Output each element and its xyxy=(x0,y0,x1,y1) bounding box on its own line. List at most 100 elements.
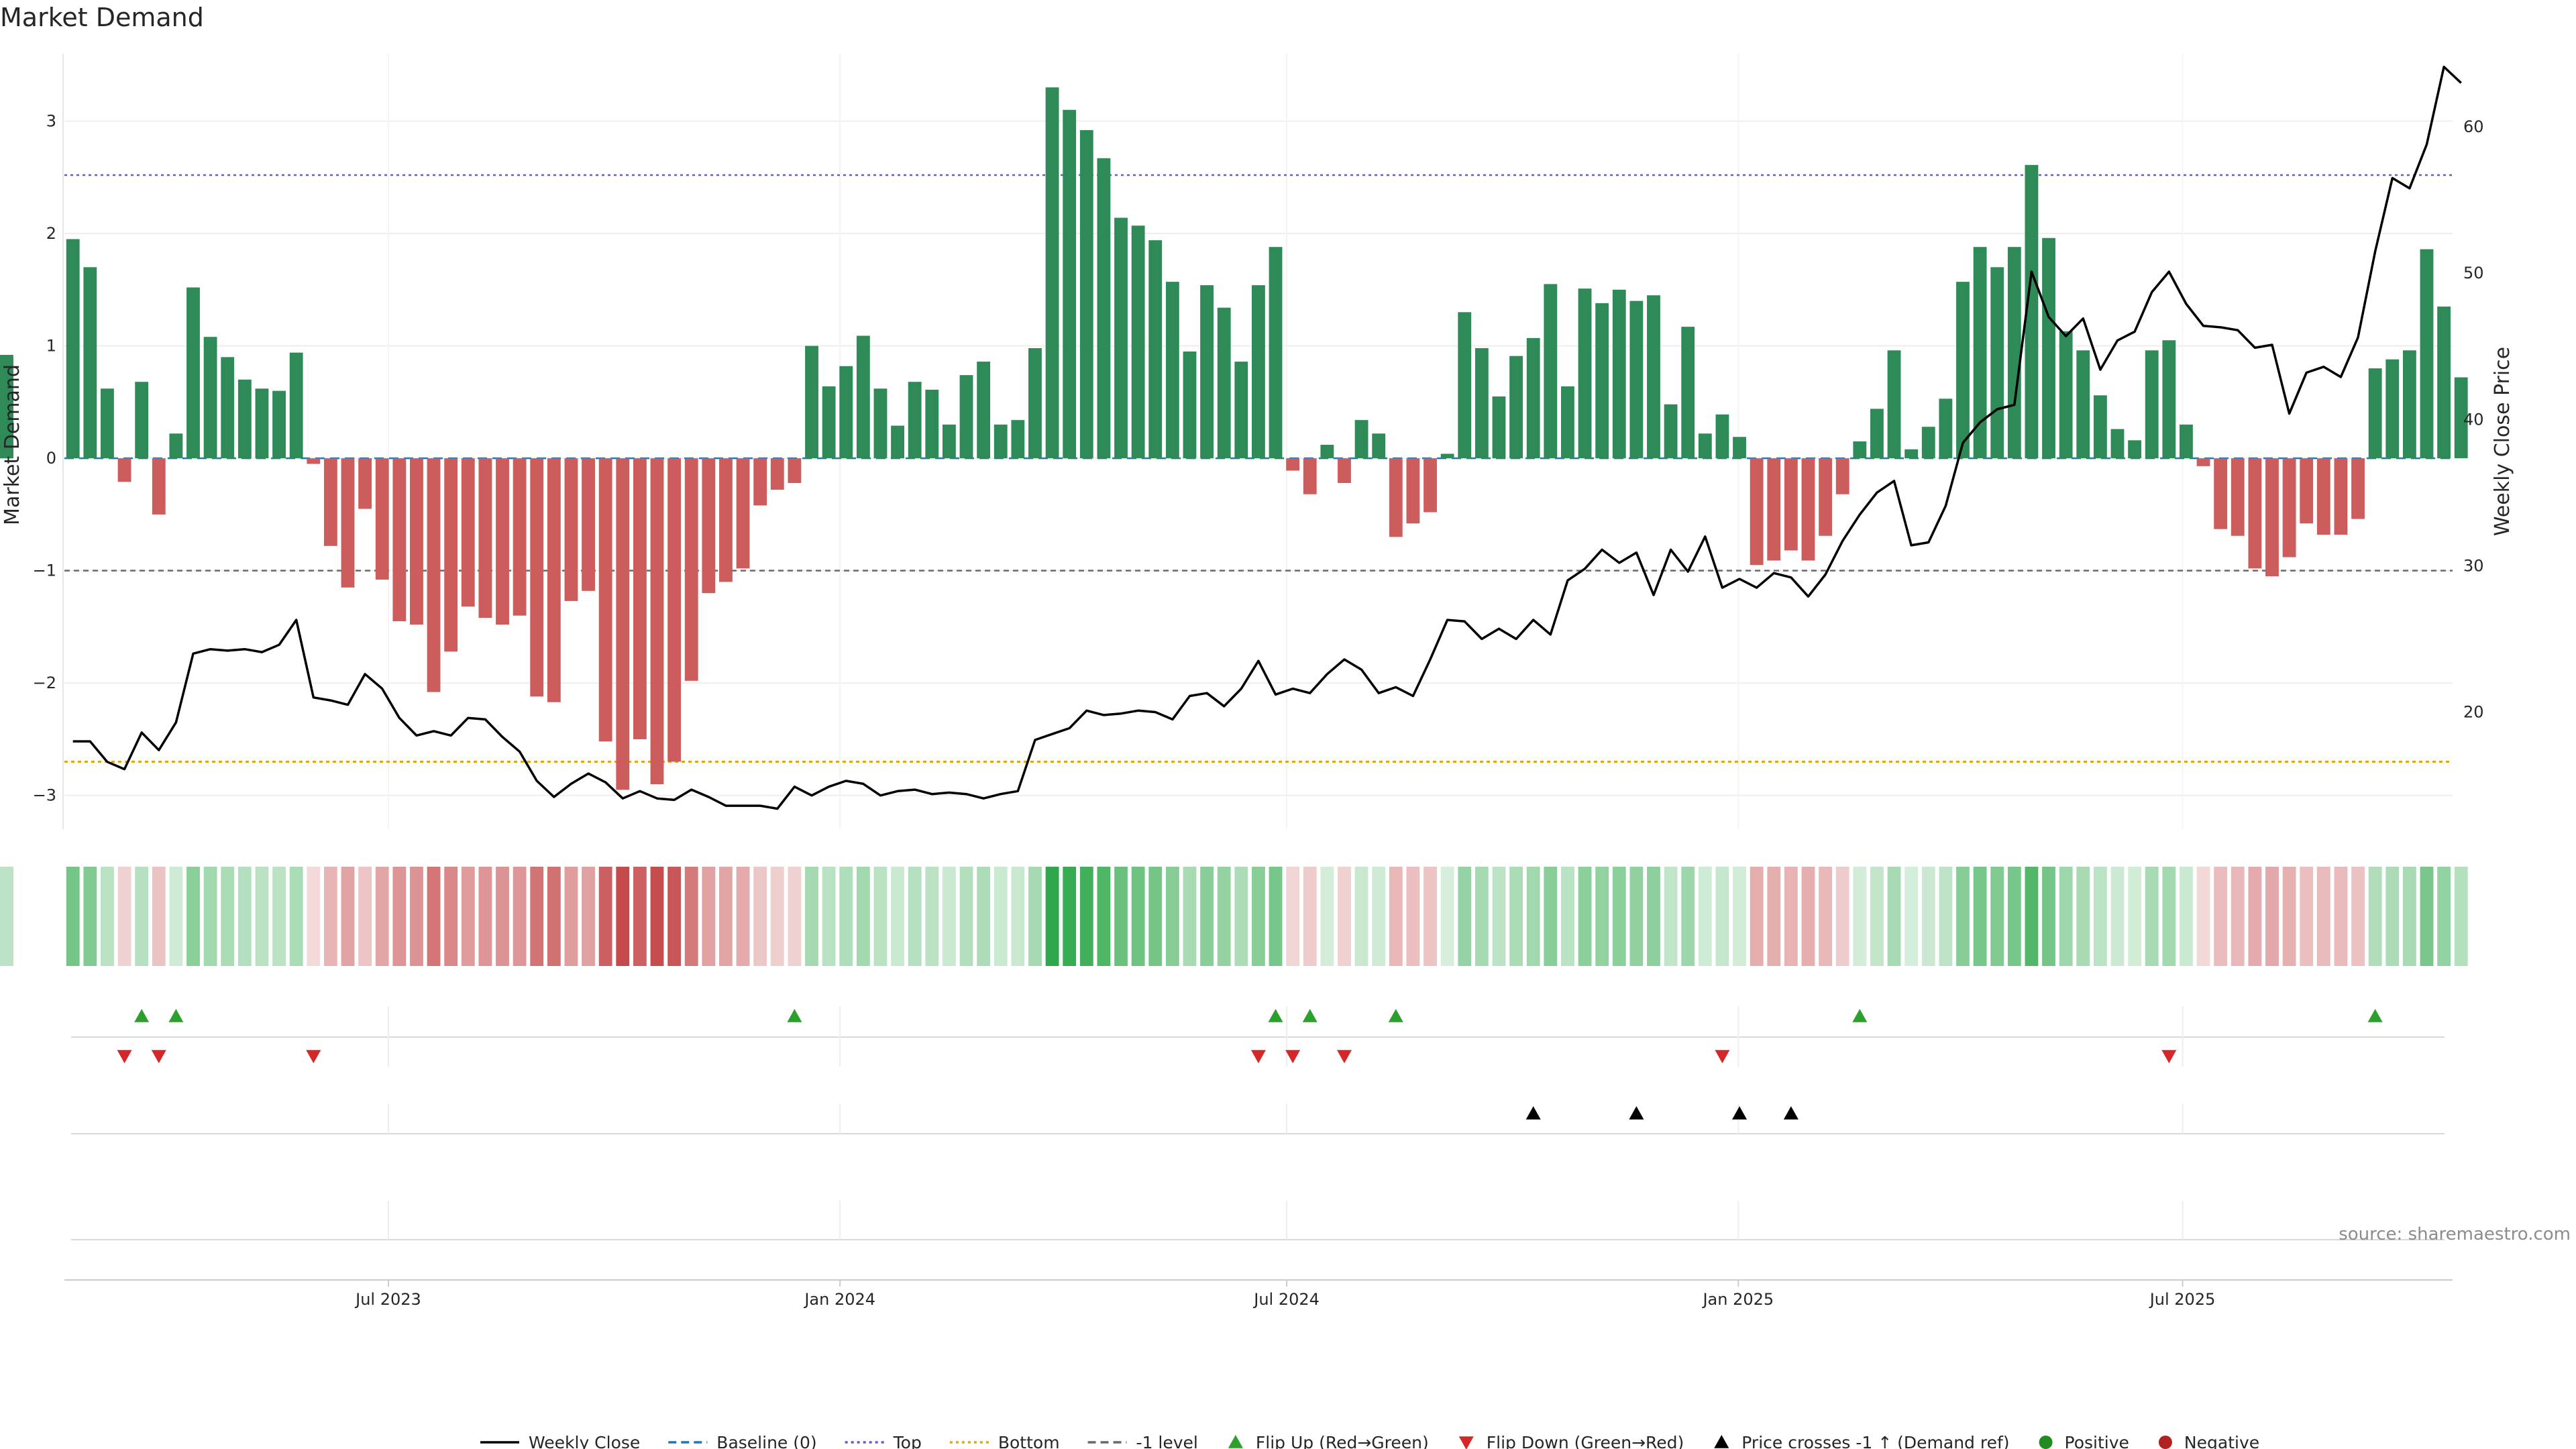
demand-bar xyxy=(1320,445,1334,459)
demand-bar xyxy=(237,379,252,459)
heat-cell xyxy=(1234,867,1248,966)
heat-cell xyxy=(530,867,544,966)
demand-bar xyxy=(1647,295,1660,459)
heat-cell xyxy=(1509,867,1523,966)
heat-cell xyxy=(1217,867,1231,966)
heat-cell xyxy=(1664,867,1678,966)
demand-bars xyxy=(0,87,2468,790)
weekly-close-line xyxy=(72,65,2462,810)
demand-bar xyxy=(2093,395,2107,459)
flip-up-marker xyxy=(1388,1009,1403,1022)
heat-cell xyxy=(444,867,458,966)
heat-cell xyxy=(891,867,904,966)
legend-item: Positive xyxy=(2039,1433,2129,1449)
price-cross-marker xyxy=(1525,1106,1541,1120)
demand-bar xyxy=(1578,288,1592,459)
legend-item: Price crosses -1 ↑ (Demand ref) xyxy=(1714,1433,2010,1449)
heat-cell xyxy=(684,867,698,966)
heat-cell xyxy=(2145,867,2159,966)
demand-bar xyxy=(1234,362,1248,459)
demand-bar xyxy=(1595,303,1609,459)
demand-bar xyxy=(684,458,698,681)
demand-bar xyxy=(2180,424,2193,459)
demand-bar xyxy=(0,396,13,459)
heat-cell xyxy=(1733,867,1746,966)
price-cross-marker xyxy=(1629,1106,1644,1120)
legend-label: Top xyxy=(893,1433,922,1449)
demand-bar xyxy=(2437,306,2451,459)
heat-cell xyxy=(788,867,802,966)
demand-bar xyxy=(1389,458,1403,537)
demand-bar xyxy=(1921,427,1935,459)
heat-cell xyxy=(2076,867,2090,966)
demand-bar xyxy=(1870,409,1884,459)
demand-bar xyxy=(1286,458,1300,471)
heat-cell xyxy=(1544,867,1558,966)
demand-bar xyxy=(169,433,183,459)
heat-cell xyxy=(1819,867,1833,966)
legend-item: Flip Up (Red→Green) xyxy=(1228,1433,1429,1449)
demand-bar xyxy=(2265,458,2279,577)
flip-up-marker xyxy=(2367,1009,2383,1022)
demand-bar xyxy=(2231,458,2245,536)
heat-cell xyxy=(392,867,407,966)
heat-cell xyxy=(461,867,475,966)
demand-bar xyxy=(2385,359,2400,459)
heat-cell xyxy=(341,867,355,966)
demand-bar xyxy=(1200,285,1214,459)
demand-bar xyxy=(873,388,888,459)
heat-cell xyxy=(2402,867,2416,966)
chart-title: Market Demand xyxy=(0,3,204,32)
demand-bar xyxy=(186,287,200,459)
demand-bar xyxy=(2196,458,2210,466)
flip-up-marker xyxy=(134,1009,150,1022)
demand-bar xyxy=(135,382,149,459)
heat-cell xyxy=(994,867,1008,966)
heat-cell xyxy=(410,867,423,966)
heat-cell xyxy=(1629,867,1644,966)
heat-cell xyxy=(0,867,13,966)
demand-bar xyxy=(255,388,269,459)
demand-bar xyxy=(2214,458,2228,529)
heat-cell xyxy=(117,867,131,966)
demand-bar xyxy=(1269,247,1283,459)
heat-cell xyxy=(2042,867,2055,966)
demand-bar xyxy=(2351,458,2365,519)
heat-cell xyxy=(805,867,818,966)
demand-bar xyxy=(1904,449,1919,459)
demand-bar xyxy=(444,458,458,652)
heat-cell xyxy=(1939,867,1953,966)
demand-bar xyxy=(1853,441,1867,459)
demand-bar xyxy=(2368,368,2382,459)
flip-up-marker xyxy=(1268,1009,1283,1022)
heat-cell xyxy=(1870,867,1884,966)
demand-bar xyxy=(1251,285,1265,459)
heat-cell xyxy=(323,867,337,966)
demand-bar xyxy=(1217,307,1231,459)
demand-bar xyxy=(272,390,286,459)
heat-cell xyxy=(1389,867,1403,966)
demand-bar xyxy=(1698,433,1712,459)
demand-bar xyxy=(2059,331,2073,459)
weekly-close-path xyxy=(72,65,2462,810)
demand-bar xyxy=(1114,217,1128,459)
source-credit: source: sharemaestro.com xyxy=(2339,1224,2571,1244)
demand-bar xyxy=(2334,458,2348,535)
heat-cell xyxy=(83,867,97,966)
legend-item: Baseline (0) xyxy=(668,1433,817,1449)
heat-cell xyxy=(221,867,235,966)
price-cross-marker xyxy=(1783,1106,1799,1120)
heat-cell xyxy=(375,867,389,966)
demand-bar xyxy=(117,458,131,482)
heat-cell xyxy=(942,867,956,966)
y-tick-label: 3 xyxy=(46,112,56,131)
legend-label: -1 level xyxy=(1136,1433,1198,1449)
demand-bar xyxy=(805,345,818,459)
demand-bar xyxy=(2454,377,2468,459)
heat-cell xyxy=(1526,867,1540,966)
demand-bar xyxy=(753,458,767,506)
demand-bar xyxy=(1715,414,1729,459)
y-axis-title-left: Market Demand xyxy=(1,364,24,525)
legend-label: Flip Down (Green→Red) xyxy=(1487,1433,1684,1449)
